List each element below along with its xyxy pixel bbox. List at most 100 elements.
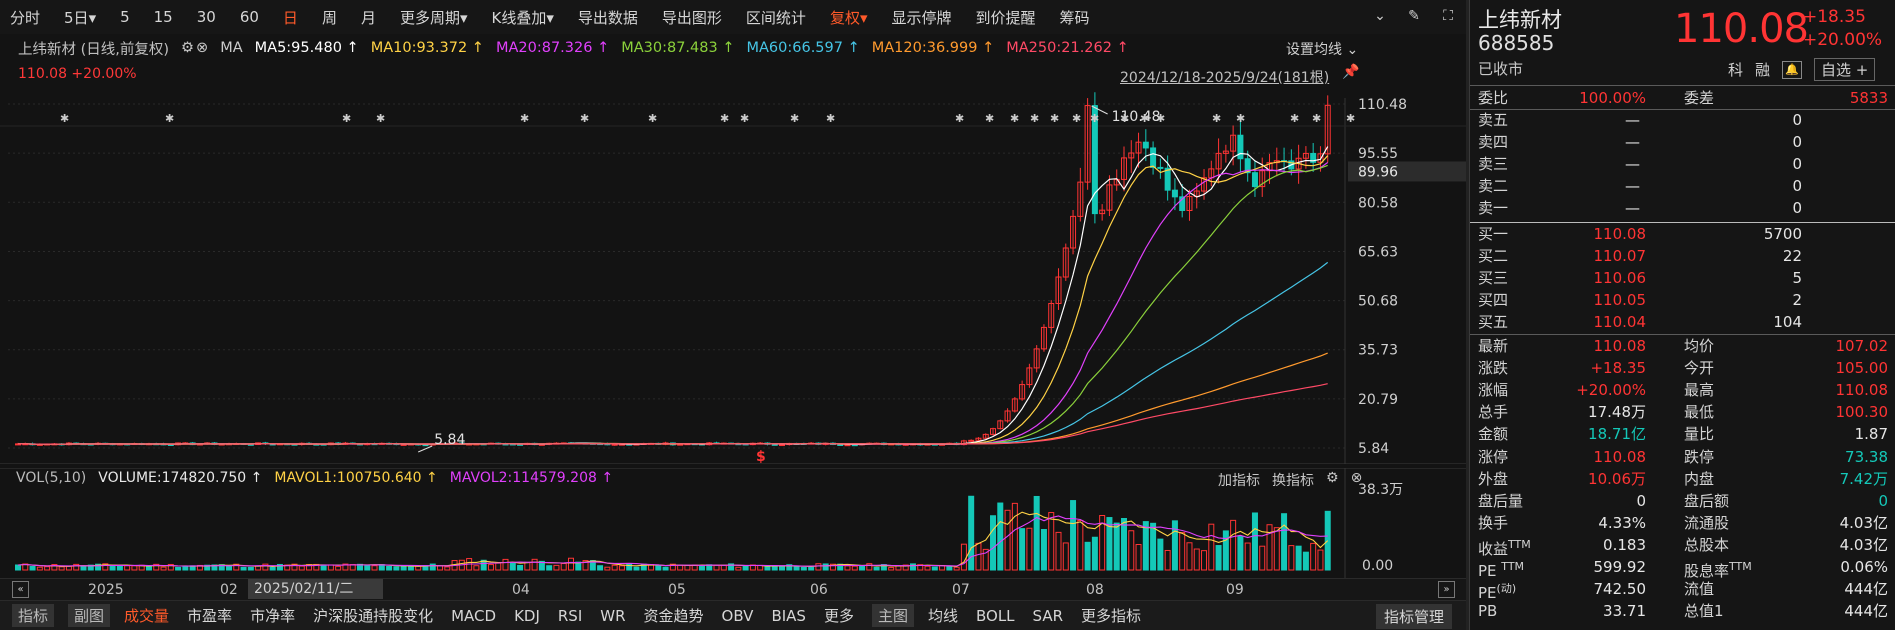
tag-star-market: 科 bbox=[1728, 61, 1744, 79]
show-suspend-button[interactable]: 显示停牌 bbox=[891, 8, 952, 27]
date-range-link[interactable]: 2024/12/18-2025/9/24(181根) bbox=[1120, 70, 1330, 86]
event-marker-icon: ✱ bbox=[826, 112, 835, 125]
price-alert-button[interactable]: 到价提醒 bbox=[975, 8, 1036, 27]
volume-bar bbox=[909, 563, 916, 571]
tab-60min[interactable]: 60 bbox=[239, 8, 259, 26]
tab-fenshi[interactable]: 分时 bbox=[10, 8, 41, 27]
pb-tab[interactable]: 市净率 bbox=[250, 607, 296, 625]
bias-tab[interactable]: BIAS bbox=[771, 606, 806, 625]
sell-row: 卖二 — 0 bbox=[1470, 175, 1895, 197]
tab-week[interactable]: 周 bbox=[321, 8, 337, 27]
kline-svg[interactable]: 110.48 95.55 89.96 80.58 65.63 50.68 35.73 20.7… bbox=[0, 34, 1466, 464]
rsi-tab[interactable]: RSI bbox=[557, 606, 583, 625]
close-icon[interactable]: ⊗ bbox=[196, 40, 209, 56]
volume-bar bbox=[567, 557, 574, 571]
volume-bar bbox=[604, 566, 611, 571]
chips-button[interactable]: 筹码 bbox=[1059, 8, 1090, 27]
stat-label: PE TTM bbox=[1478, 560, 1525, 580]
price-change-label: 110.08 +20.00% bbox=[18, 66, 137, 82]
tab-month[interactable]: 月 bbox=[360, 8, 376, 27]
stat-value: 1.87 bbox=[1854, 425, 1888, 444]
pe-tab[interactable]: 市盈率 bbox=[187, 607, 233, 625]
volume-bar bbox=[429, 563, 436, 571]
y-tick-label: 35.73 bbox=[1358, 343, 1398, 359]
ma-tab[interactable]: 均线 bbox=[927, 607, 958, 625]
pen-icon[interactable]: ✎ bbox=[1408, 8, 1420, 24]
volume-bar bbox=[327, 564, 334, 571]
set-ma-dropdown[interactable]: 设置均线 ⌄ bbox=[1286, 42, 1359, 58]
volume-bar bbox=[269, 566, 276, 571]
more-tab[interactable]: 更多 bbox=[823, 607, 854, 625]
x-label-2025: 2025 bbox=[88, 582, 124, 598]
volume-bar bbox=[1244, 542, 1251, 571]
stat-value: +18.35 bbox=[1590, 359, 1646, 378]
volume-bar bbox=[1164, 549, 1171, 571]
add-indicator-button[interactable]: 加指标 bbox=[1218, 473, 1260, 489]
wr-tab[interactable]: WR bbox=[600, 606, 626, 625]
gear-icon[interactable]: ⚙ bbox=[1326, 470, 1339, 486]
macd-tab[interactable]: MACD bbox=[451, 606, 497, 625]
add-watchlist-button[interactable]: 自选 + bbox=[1814, 58, 1876, 81]
chevron-circle-icon[interactable]: ⌄ bbox=[1374, 8, 1386, 24]
export-data-button[interactable]: 导出数据 bbox=[577, 8, 638, 27]
main-chart-tab[interactable]: 主图 bbox=[871, 604, 914, 627]
sar-tab[interactable]: SAR bbox=[1032, 606, 1064, 625]
fund-trend-tab[interactable]: 资金趋势 bbox=[643, 607, 704, 625]
volume-bar bbox=[888, 567, 895, 571]
indicator-tab[interactable]: 指标 bbox=[12, 604, 55, 627]
volume-bar bbox=[829, 563, 836, 571]
bell-icon[interactable]: 🔔 bbox=[1782, 60, 1803, 79]
volume-bar bbox=[1070, 500, 1077, 571]
stat-value: 0.06% bbox=[1840, 558, 1888, 576]
volume-value: VOLUME:174820.750 ↑ bbox=[98, 470, 263, 486]
tab-day[interactable]: 日 bbox=[282, 8, 298, 27]
stock-tags: 科 融 🔔 自选 + bbox=[1728, 58, 1876, 81]
tab-5day[interactable]: 5日▾ bbox=[64, 8, 97, 27]
close-icon[interactable]: ⊗ bbox=[1350, 470, 1363, 486]
volume-bar bbox=[808, 566, 815, 571]
volume-svg[interactable]: 38.3万 0.00 bbox=[0, 468, 1466, 578]
volume-bar bbox=[793, 566, 800, 571]
volume-bar bbox=[1055, 531, 1062, 571]
range-stats-button[interactable]: 区间统计 bbox=[745, 8, 806, 27]
kline-overlay-dropdown[interactable]: K线叠加▾ bbox=[491, 8, 554, 27]
boll-tab[interactable]: BOLL bbox=[975, 606, 1015, 625]
pin-icon[interactable]: 📌 bbox=[1342, 64, 1360, 80]
volume-bar bbox=[291, 563, 298, 571]
more-indicators-tab[interactable]: 更多指标 bbox=[1081, 607, 1142, 625]
tab-5min[interactable]: 5 bbox=[120, 8, 130, 26]
tab-30min[interactable]: 30 bbox=[196, 8, 216, 26]
buy-price: 110.04 bbox=[1593, 312, 1647, 331]
subchart-tab[interactable]: 副图 bbox=[68, 604, 111, 627]
x-label-04: 04 bbox=[512, 582, 530, 598]
fullscreen-icon[interactable]: ⛶ bbox=[1443, 8, 1453, 24]
volume-bar bbox=[1004, 509, 1011, 571]
volume-legend: VOL(5,10) VOLUME:174820.750 ↑ MAVOL1:100… bbox=[16, 470, 625, 486]
volume-bar bbox=[73, 563, 80, 571]
indicator-manage-button[interactable]: 指标管理 bbox=[1375, 604, 1452, 629]
pane-divider[interactable] bbox=[1466, 0, 1469, 630]
northbound-tab[interactable]: 沪深股通持股变化 bbox=[313, 607, 434, 625]
volume-bar bbox=[182, 565, 189, 571]
gear-icon[interactable]: ⚙ bbox=[181, 40, 195, 56]
volume-bar bbox=[124, 565, 131, 571]
obv-tab[interactable]: OBV bbox=[721, 606, 754, 625]
adjust-dropdown[interactable]: 复权▾ bbox=[829, 8, 868, 27]
scroll-right-icon[interactable]: » bbox=[1438, 581, 1455, 598]
ma5-value: MA5:95.480 ↑ bbox=[254, 40, 359, 56]
volume-tab[interactable]: 成交量 bbox=[124, 607, 170, 625]
tab-15min[interactable]: 15 bbox=[153, 8, 173, 26]
volume-bar bbox=[859, 565, 866, 571]
candle-body bbox=[982, 433, 989, 439]
more-period-dropdown[interactable]: 更多周期▾ bbox=[399, 8, 468, 27]
volume-bar bbox=[109, 565, 116, 571]
scroll-left-icon[interactable]: « bbox=[12, 581, 29, 598]
stock-code: 688585 bbox=[1478, 31, 1555, 55]
kdj-tab[interactable]: KDJ bbox=[514, 606, 540, 625]
export-chart-button[interactable]: 导出图形 bbox=[661, 8, 722, 27]
kline-chart[interactable]: 上纬新材 (日线,前复权) ⚙ ⊗ MA MA5:95.480 ↑ MA10:9… bbox=[0, 34, 1466, 464]
volume-chart[interactable]: 38.3万 0.00 VOL(5,10) VOLUME:174820.750 ↑ … bbox=[0, 468, 1466, 578]
switch-indicator-button[interactable]: 换指标 bbox=[1272, 473, 1314, 489]
event-marker-icon: ✱ bbox=[1312, 112, 1321, 125]
